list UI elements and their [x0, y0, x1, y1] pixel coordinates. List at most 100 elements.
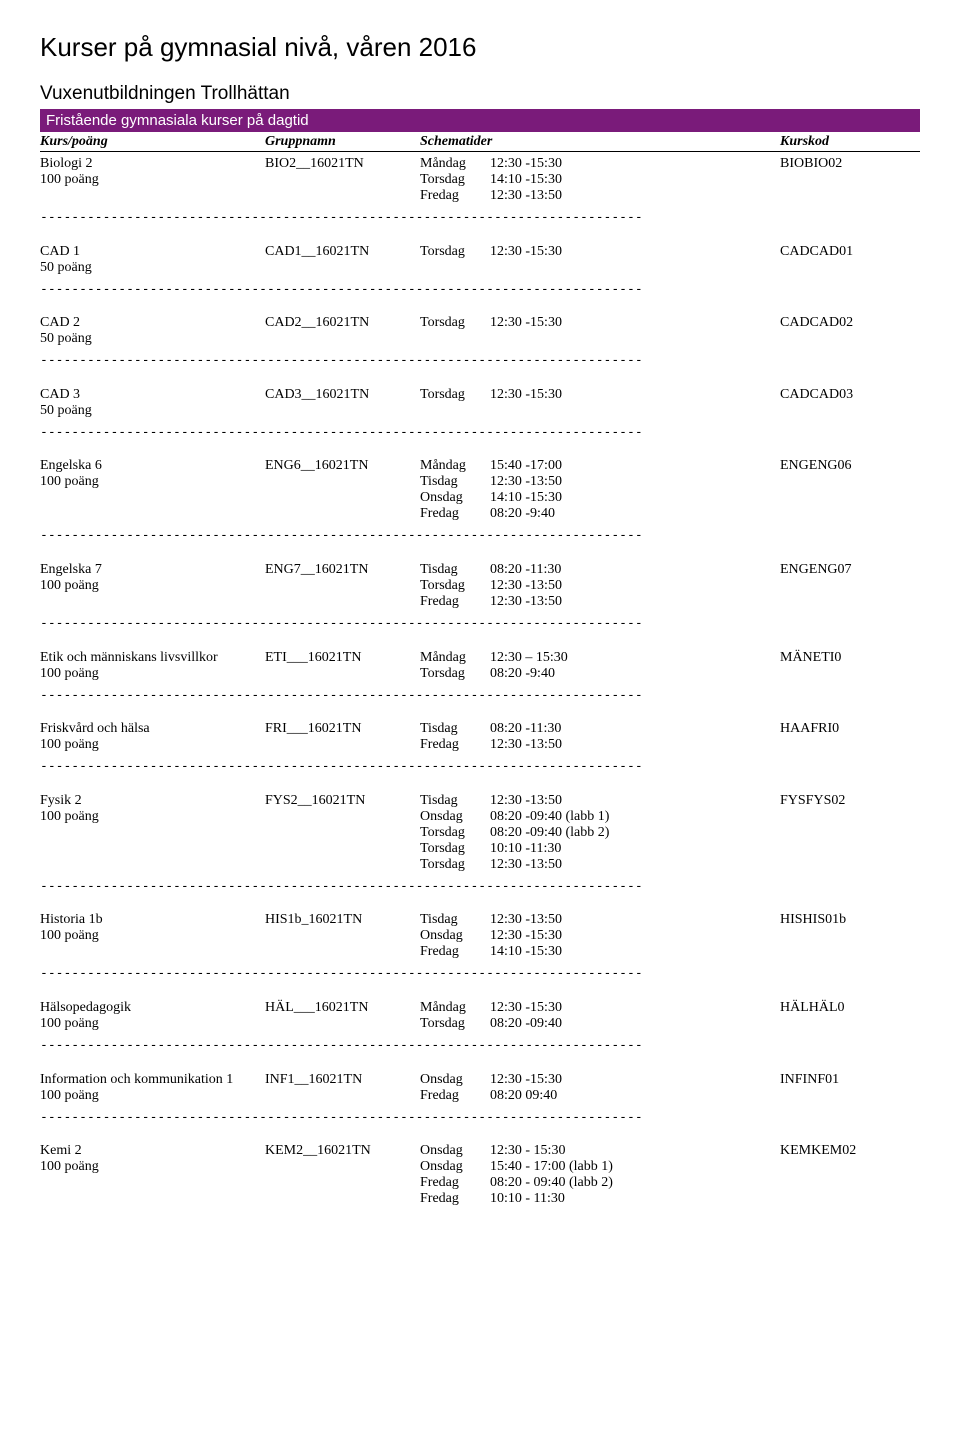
schedule-time: 12:30 -15:30	[490, 315, 562, 331]
col-header-schedule: Schematider	[420, 134, 780, 150]
schedule-time: 12:30 - 15:30	[490, 1143, 565, 1159]
schedule-day: Onsdag	[420, 1159, 490, 1175]
schedule-line: Torsdag12:30 -13:50	[420, 578, 780, 594]
schedule-line: Torsdag12:30 -15:30	[420, 244, 780, 260]
schedule-line: Fredag12:30 -13:50	[420, 594, 780, 610]
schedule-time: 12:30 -13:50	[490, 188, 562, 204]
courses-list: Biologi 2100 poängBIO2__16021TNMåndag12:…	[40, 156, 920, 1207]
course-code: MÄNETI0	[780, 650, 920, 666]
schedule-day: Fredag	[420, 1191, 490, 1207]
course-name: Etik och människans livsvillkor	[40, 650, 265, 666]
schedule-time: 12:30 -15:30	[490, 1000, 562, 1016]
course-name: CAD 3	[40, 387, 265, 403]
schedule-day: Tisdag	[420, 474, 490, 490]
divider	[40, 425, 920, 441]
course-schedule: Tisdag08:20 -11:30Fredag12:30 -13:50	[420, 721, 780, 753]
course-schedule: Måndag12:30 -15:30Torsdag08:20 -09:40	[420, 1000, 780, 1032]
course-points: 100 poäng	[40, 172, 265, 188]
course-group: ENG7__16021TN	[265, 562, 420, 578]
schedule-line: Fredag14:10 -15:30	[420, 944, 780, 960]
schedule-day: Torsdag	[420, 825, 490, 841]
course-points: 50 poäng	[40, 260, 265, 276]
schedule-time: 08:20 -9:40	[490, 666, 555, 682]
divider	[40, 1038, 920, 1054]
course-group: BIO2__16021TN	[265, 156, 420, 172]
schedule-time: 14:10 -15:30	[490, 172, 562, 188]
course-points: 50 poäng	[40, 403, 265, 419]
course-name: Historia 1b	[40, 912, 265, 928]
course-points: 100 poäng	[40, 1159, 265, 1175]
course-code: HÄLHÄL0	[780, 1000, 920, 1016]
schedule-time: 12:30 – 15:30	[490, 650, 568, 666]
schedule-time: 12:30 -15:30	[490, 244, 562, 260]
schedule-line: Torsdag14:10 -15:30	[420, 172, 780, 188]
schedule-day: Tisdag	[420, 562, 490, 578]
schedule-line: Torsdag10:10 -11:30	[420, 841, 780, 857]
schedule-day: Torsdag	[420, 387, 490, 403]
schedule-time: 10:10 -11:30	[490, 841, 561, 857]
course-points: 50 poäng	[40, 331, 265, 347]
schedule-line: Onsdag08:20 -09:40 (labb 1)	[420, 809, 780, 825]
schedule-line: Fredag10:10 - 11:30	[420, 1191, 780, 1207]
schedule-time: 12:30 -15:30	[490, 156, 562, 172]
course-code: BIOBIO02	[780, 156, 920, 172]
schedule-line: Torsdag08:20 -09:40 (labb 2)	[420, 825, 780, 841]
schedule-day: Fredag	[420, 1088, 490, 1104]
course-entry: Friskvård och hälsa100 poängFRI___16021T…	[40, 721, 920, 753]
schedule-line: Torsdag08:20 -9:40	[420, 666, 780, 682]
schedule-day: Torsdag	[420, 172, 490, 188]
course-code: INFINF01	[780, 1072, 920, 1088]
course-group: HIS1b_16021TN	[265, 912, 420, 928]
course-group: ENG6__16021TN	[265, 458, 420, 474]
section-banner: Fristående gymnasiala kurser på dagtid	[40, 109, 920, 132]
schedule-line: Onsdag12:30 -15:30	[420, 1072, 780, 1088]
schedule-day: Onsdag	[420, 928, 490, 944]
course-group: CAD3__16021TN	[265, 387, 420, 403]
schedule-line: Torsdag08:20 -09:40	[420, 1016, 780, 1032]
course-schedule: Onsdag12:30 -15:30Fredag08:20 09:40	[420, 1072, 780, 1104]
course-schedule: Tisdag12:30 -13:50Onsdag12:30 -15:30Fred…	[420, 912, 780, 960]
schedule-time: 08:20 -09:40	[490, 1016, 562, 1032]
schedule-line: Tisdag08:20 -11:30	[420, 562, 780, 578]
course-entry: CAD 350 poängCAD3__16021TNTorsdag12:30 -…	[40, 387, 920, 419]
subheading: Vuxenutbildningen Trollhättan	[40, 83, 920, 105]
col-header-group: Gruppnamn	[265, 134, 420, 150]
schedule-time: 12:30 -13:50	[490, 793, 562, 809]
schedule-day: Fredag	[420, 1175, 490, 1191]
schedule-time: 12:30 -13:50	[490, 912, 562, 928]
course-code: CADCAD03	[780, 387, 920, 403]
course-entry: Etik och människans livsvillkor100 poäng…	[40, 650, 920, 682]
course-points: 100 poäng	[40, 666, 265, 682]
schedule-day: Måndag	[420, 650, 490, 666]
schedule-time: 08:20 -09:40 (labb 2)	[490, 825, 609, 841]
course-group: KEM2__16021TN	[265, 1143, 420, 1159]
course-entry: Hälsopedagogik100 poängHÄL___16021TNMånd…	[40, 1000, 920, 1032]
course-group: CAD2__16021TN	[265, 315, 420, 331]
schedule-time: 15:40 - 17:00 (labb 1)	[490, 1159, 613, 1175]
course-name: Engelska 6	[40, 458, 265, 474]
schedule-line: Onsdag14:10 -15:30	[420, 490, 780, 506]
schedule-day: Torsdag	[420, 315, 490, 331]
schedule-time: 08:20 -09:40 (labb 1)	[490, 809, 609, 825]
schedule-line: Fredag12:30 -13:50	[420, 188, 780, 204]
schedule-day: Måndag	[420, 156, 490, 172]
schedule-line: Måndag12:30 -15:30	[420, 156, 780, 172]
schedule-day: Torsdag	[420, 1016, 490, 1032]
schedule-line: Onsdag12:30 - 15:30	[420, 1143, 780, 1159]
course-code: KEMKEM02	[780, 1143, 920, 1159]
course-entry: CAD 250 poängCAD2__16021TNTorsdag12:30 -…	[40, 315, 920, 347]
schedule-line: Torsdag12:30 -15:30	[420, 387, 780, 403]
schedule-day: Torsdag	[420, 244, 490, 260]
divider	[40, 282, 920, 298]
divider	[40, 966, 920, 982]
course-entry: CAD 150 poängCAD1__16021TNTorsdag12:30 -…	[40, 244, 920, 276]
schedule-day: Onsdag	[420, 1072, 490, 1088]
schedule-time: 12:30 -15:30	[490, 928, 562, 944]
course-schedule: Torsdag12:30 -15:30	[420, 387, 780, 403]
col-header-course: Kurs/poäng	[40, 134, 265, 150]
schedule-line: Måndag12:30 – 15:30	[420, 650, 780, 666]
schedule-day: Fredag	[420, 944, 490, 960]
schedule-time: 12:30 -13:50	[490, 474, 562, 490]
divider	[40, 879, 920, 895]
course-code: HAAFRI0	[780, 721, 920, 737]
